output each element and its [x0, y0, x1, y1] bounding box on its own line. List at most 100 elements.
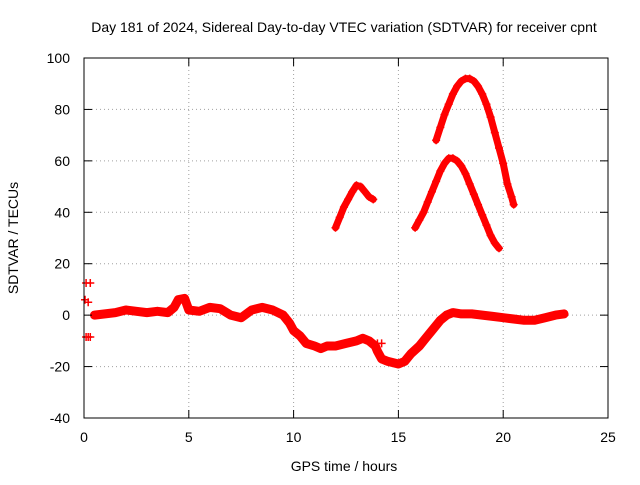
y-tick-label: 80: [54, 101, 70, 117]
y-tick-label: 40: [54, 204, 70, 220]
series-band-baseline: [90, 293, 569, 369]
series-3: [432, 74, 518, 209]
series-4: [367, 339, 386, 348]
data-point: [436, 123, 445, 132]
data-point: [153, 307, 162, 316]
data-point: [258, 303, 267, 312]
data-point: [474, 82, 483, 91]
data-point: [478, 90, 487, 98]
data-point: [142, 308, 151, 317]
data-point: [453, 82, 462, 91]
data-point: [247, 306, 256, 314]
data-point: [474, 200, 483, 209]
data-point: [360, 187, 369, 196]
data-point: [436, 167, 445, 176]
data-point: [495, 144, 504, 152]
data-point: [559, 309, 568, 318]
y-tick-label: -40: [50, 410, 70, 426]
data-point: [180, 294, 189, 303]
y-tick-label: 60: [54, 153, 70, 169]
data-point: [342, 339, 350, 348]
data-point: [358, 334, 367, 343]
data-point: [457, 77, 466, 86]
data-point: [400, 357, 409, 366]
data-point: [344, 195, 353, 204]
data-point: [111, 308, 120, 317]
y-tick-label: 20: [54, 256, 70, 272]
data-point: [170, 303, 179, 312]
data-point: [478, 311, 487, 320]
x-tick-label: 0: [80, 429, 88, 445]
data-point: [331, 342, 340, 350]
data-point: [352, 181, 361, 190]
data-point: [205, 303, 214, 312]
data-point: [383, 357, 392, 366]
data-point: [419, 208, 428, 217]
data-point: [310, 342, 319, 350]
data-point: [469, 77, 478, 86]
data-point: [406, 349, 415, 358]
data-point: [331, 223, 340, 232]
data-point: [469, 190, 478, 199]
data-point: [237, 313, 246, 322]
plot-frame: [83, 57, 609, 419]
data-point: [373, 347, 382, 356]
data-point: [335, 213, 344, 222]
axis-ticks: 0 5 10 15 20 25 -40 -20 0 20 40 60 80 100: [47, 50, 616, 445]
data-point: [488, 312, 497, 321]
data-point: [352, 336, 361, 345]
data-point: [415, 342, 424, 350]
data-point: [465, 74, 474, 83]
data-point: [421, 334, 430, 343]
x-tick-label: 25: [600, 429, 616, 445]
data-point: [86, 333, 95, 341]
data-point: [465, 180, 474, 188]
data-point: [411, 223, 420, 232]
data-point: [453, 156, 462, 165]
grid-lines: [84, 58, 608, 418]
data-point: [427, 326, 436, 335]
x-tick-label: 15: [391, 429, 407, 445]
data-point: [440, 159, 449, 168]
data-point: [285, 318, 294, 327]
data-point: [490, 128, 499, 137]
data-point: [448, 154, 457, 163]
data-point: [541, 313, 550, 322]
data-point: [440, 110, 449, 119]
x-tick-label: 20: [495, 429, 511, 445]
data-point: [268, 306, 277, 314]
data-point: [467, 309, 476, 318]
data-point: [432, 177, 441, 186]
data-point: [495, 244, 504, 253]
data-point: [84, 298, 93, 307]
data-point: [457, 309, 466, 318]
y-tick-label: 0: [62, 307, 70, 323]
data-point: [486, 113, 495, 122]
data-point: [365, 192, 374, 201]
data-point: [503, 180, 512, 188]
data-point: [356, 182, 365, 191]
series-2: [411, 154, 504, 253]
data-point: [195, 307, 204, 316]
data-point: [289, 326, 298, 335]
data-point: [339, 203, 348, 212]
data-point: [457, 162, 466, 170]
data-point: [507, 192, 516, 201]
chart-title: Day 181 of 2024, Sidereal Day-to-day VTE…: [91, 19, 597, 35]
data-point: [551, 311, 560, 320]
data-point: [184, 306, 193, 314]
series-band: [332, 181, 377, 232]
data-point: [121, 306, 130, 314]
data-point: [461, 169, 470, 178]
x-tick-label: 10: [286, 429, 302, 445]
data-point: [415, 216, 424, 224]
data-point: [302, 339, 311, 348]
data-point: [486, 231, 495, 240]
data-point: [394, 360, 403, 368]
data-point: [509, 315, 518, 323]
series-1: [331, 181, 378, 232]
data-points: [81, 74, 569, 369]
data-point: [132, 307, 141, 316]
